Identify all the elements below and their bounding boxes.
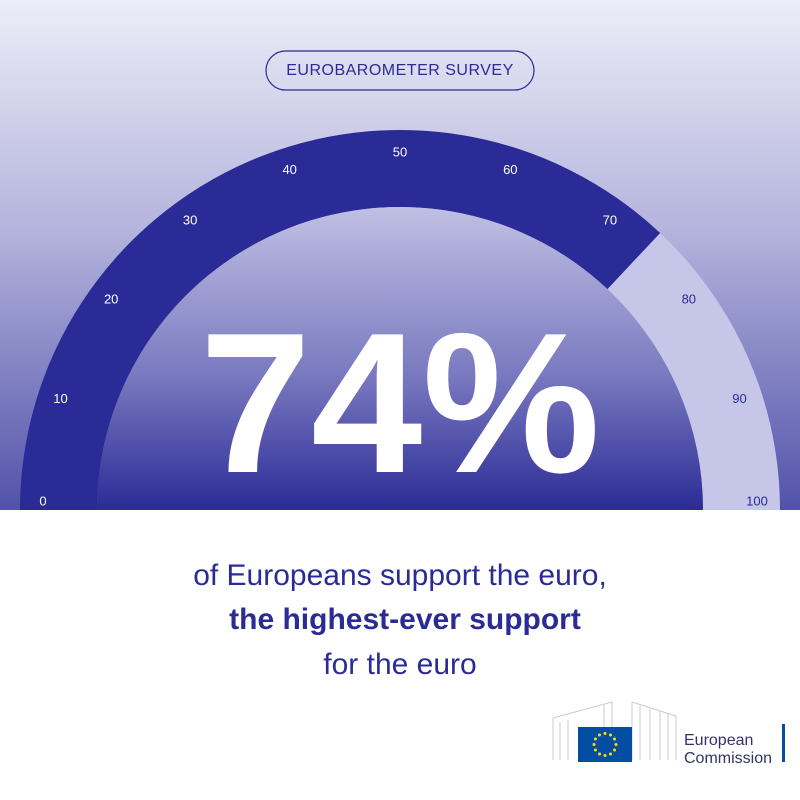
survey-label: EUROBAROMETER SURVEY [286, 62, 514, 79]
gauge-track [607, 232, 780, 510]
eu-star [609, 733, 612, 737]
tick-label: 30 [183, 213, 197, 228]
eu-star [613, 748, 617, 752]
logo-text: Commission [684, 750, 772, 767]
eu-star [592, 743, 596, 746]
eu-star [609, 752, 612, 756]
logo-bar [782, 724, 785, 762]
tick-label: 80 [682, 292, 696, 307]
logo-text: European [684, 732, 753, 749]
gauge-value [20, 129, 661, 510]
eu-star [614, 743, 618, 746]
tick-label: 100 [746, 493, 768, 508]
logo: European Commission [552, 701, 785, 767]
gauge-inner [97, 207, 703, 510]
tick-label: 20 [104, 292, 118, 307]
tick-label: 70 [603, 213, 617, 228]
big-value: 74% [200, 292, 600, 515]
eu-star [603, 754, 607, 757]
eu-star [593, 737, 597, 741]
eu-star [603, 732, 607, 735]
caption-line: for the euro [323, 648, 476, 681]
gauge: 0 10 20 30 40 50 60 70 80 90 100 [20, 129, 780, 510]
tick-label: 90 [732, 391, 746, 406]
tick-label: 0 [39, 493, 46, 508]
eu-star [598, 733, 601, 737]
tick-label: 10 [53, 391, 67, 406]
eu-stars [592, 732, 618, 757]
tick-label: 60 [503, 162, 517, 177]
tick-label: 50 [393, 144, 407, 159]
eu-star [613, 737, 617, 741]
survey-pill [265, 50, 535, 91]
tick-label: 40 [282, 162, 296, 177]
caption-line: the highest-ever support [229, 603, 581, 636]
eu-star [598, 752, 601, 756]
eu-star [593, 748, 597, 752]
caption-line: of Europeans support the euro, [193, 559, 607, 592]
